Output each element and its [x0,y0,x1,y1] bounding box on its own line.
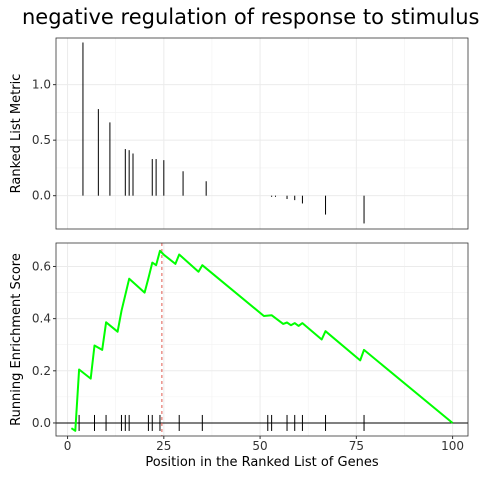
y-tick-label: 0.4 [32,312,51,326]
y-tick-label: 0.2 [32,364,51,378]
enrichment-score-panel: 0.0 0.2 0.4 0.6 0 25 50 75 100 Running Enrichment… [9,242,469,470]
x-axis-title: Position in the Ranked List of Genes [145,455,378,470]
y-tick-label: 1.0 [32,78,51,92]
x-tick-label: 25 [156,439,171,453]
ranked-list-panel: 0.0 0.5 1.0 Ranked List Metric [9,37,469,230]
y-axis-title: Running Enrichment Score [9,253,24,426]
x-tick-label: 75 [349,439,364,453]
enrichment-score-line [70,249,454,432]
panel-border [55,242,469,437]
y-tick-label: 0.0 [32,416,51,430]
y-tick-label: 0.5 [32,133,51,147]
x-tick-label: 0 [64,439,72,453]
y-axis-title: Ranked List Metric [9,74,24,194]
y-tick-label: 0.0 [32,189,51,203]
chart-title: negative regulation of response to stimu… [22,5,480,29]
y-tick-label: 0.6 [32,259,51,273]
x-tick-label: 100 [441,439,464,453]
panel-border [55,37,469,230]
x-tick-label: 50 [252,439,267,453]
